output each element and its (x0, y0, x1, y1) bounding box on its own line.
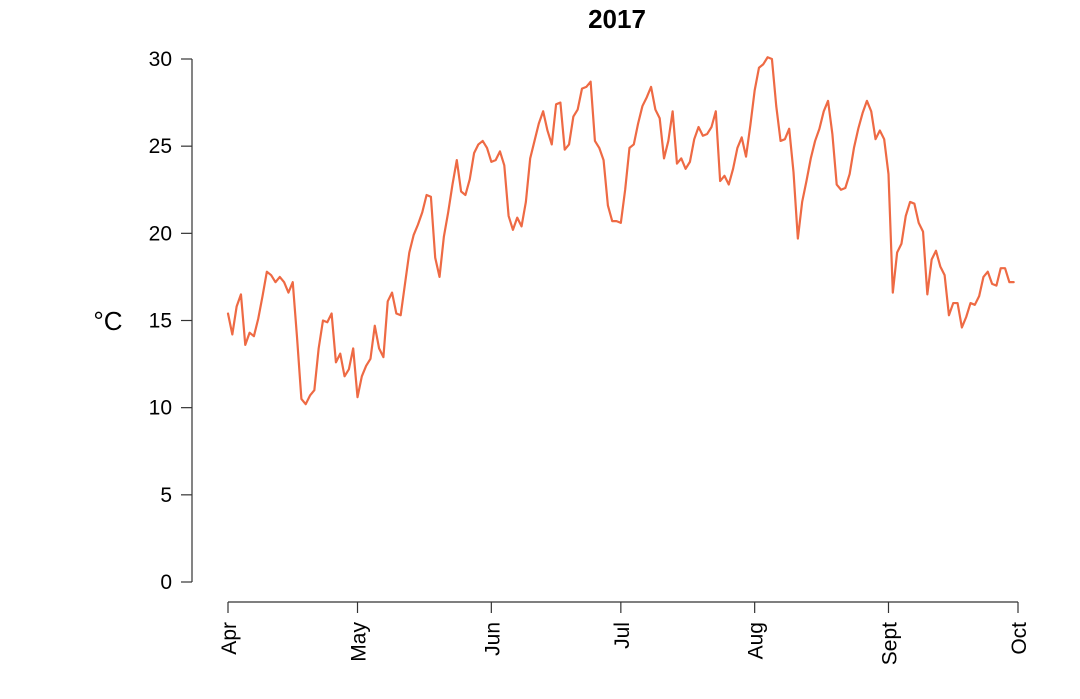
plot-area (226, 56, 1015, 406)
x-tick-label: Jun (481, 622, 504, 656)
y-axis-title: °C (93, 306, 122, 336)
y-tick-label: 30 (149, 48, 172, 71)
y-tick-label: 10 (149, 397, 172, 420)
x-tick-label: Sept (878, 622, 901, 665)
y-tick-label: 20 (149, 222, 172, 245)
y-axis: 0 5 10 15 20 25 30 (149, 48, 193, 594)
y-tick-label: 25 (149, 135, 172, 158)
x-tick-label: Jul (611, 622, 634, 649)
chart-title: 2017 (588, 4, 646, 34)
y-tick-label: 15 (149, 310, 172, 333)
series-line (226, 56, 1015, 406)
y-tick-label: 0 (160, 571, 172, 594)
x-tick-label: May (348, 622, 371, 662)
x-tick-label: Apr (218, 622, 241, 655)
x-tick-label: Aug (745, 622, 768, 659)
x-axis: Apr May Jun Jul Aug Sept Oct (218, 601, 1031, 665)
y-tick-label: 5 (160, 484, 172, 507)
x-tick-label: Oct (1008, 622, 1031, 655)
